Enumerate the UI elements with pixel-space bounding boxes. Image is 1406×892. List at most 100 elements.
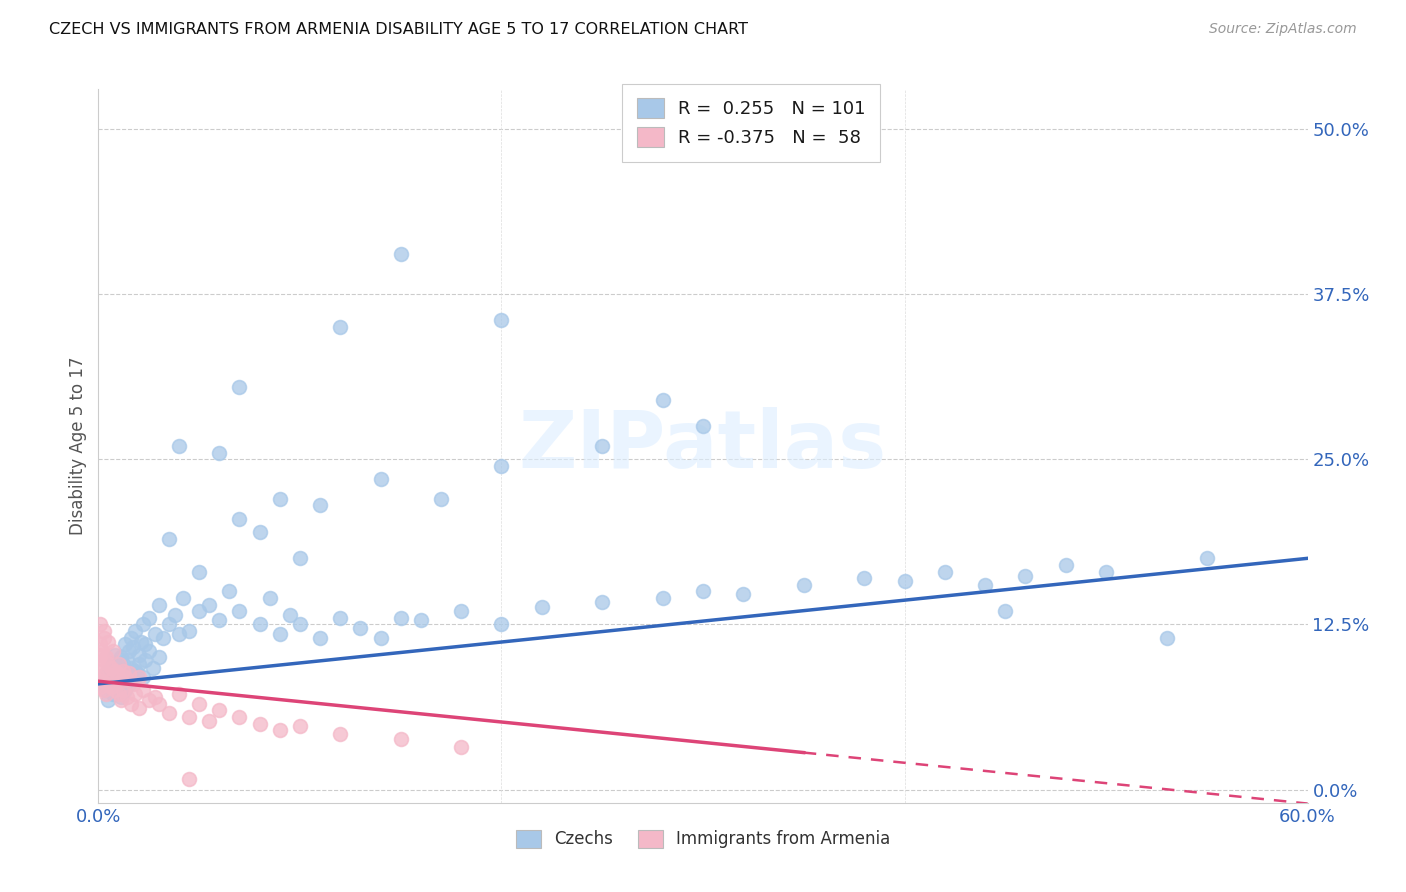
Point [138, 644, 160, 658]
Point [142, 661, 165, 675]
Point [269, 723, 291, 738]
Point [138, 611, 160, 625]
Point [107, 688, 129, 702]
Point [96, 666, 118, 681]
Point [491, 617, 513, 632]
Point [228, 710, 250, 724]
Point [111, 666, 134, 681]
Point [288, 719, 311, 733]
Point [89, 637, 111, 651]
Point [91, 664, 114, 678]
Point [120, 631, 142, 645]
Point [91, 674, 114, 689]
Point [1156, 631, 1178, 645]
Point [228, 604, 250, 618]
Point [198, 598, 221, 612]
Point [269, 626, 291, 640]
Point [120, 697, 142, 711]
Point [148, 598, 170, 612]
Point [114, 683, 136, 698]
Point [114, 670, 136, 684]
Point [132, 617, 155, 632]
Point [134, 637, 156, 651]
Point [89, 680, 111, 694]
Point [134, 653, 156, 667]
Point [530, 600, 553, 615]
Point [450, 604, 472, 618]
Point [389, 247, 412, 261]
Point [692, 584, 714, 599]
Point [934, 565, 956, 579]
Point [97, 677, 120, 691]
Point [692, 419, 714, 434]
Point [100, 670, 122, 684]
Point [409, 614, 432, 628]
Point [994, 604, 1017, 618]
Point [128, 700, 150, 714]
Point [110, 692, 132, 706]
Point [733, 587, 755, 601]
Point [97, 634, 120, 648]
Point [249, 524, 271, 539]
Point [93, 683, 115, 698]
Point [853, 571, 876, 585]
Point [115, 690, 138, 704]
Point [110, 650, 132, 665]
Point [430, 491, 453, 506]
Point [118, 666, 141, 681]
Point [208, 445, 231, 459]
Point [125, 666, 148, 681]
Point [370, 631, 392, 645]
Point [128, 648, 150, 662]
Point [96, 683, 118, 698]
Point [974, 578, 997, 592]
Point [198, 714, 221, 728]
Point [188, 565, 211, 579]
Point [208, 614, 231, 628]
Point [491, 458, 513, 473]
Point [124, 664, 146, 678]
Point [96, 688, 118, 702]
Point [93, 624, 115, 638]
Point [188, 604, 211, 618]
Point [163, 608, 186, 623]
Point [329, 727, 352, 741]
Point [100, 680, 122, 694]
Point [309, 499, 332, 513]
Point [89, 617, 111, 632]
Point [179, 624, 201, 638]
Point [101, 644, 124, 658]
Point [591, 439, 613, 453]
Point [152, 631, 174, 645]
Point [228, 511, 250, 525]
Point [370, 472, 392, 486]
Point [118, 677, 141, 691]
Point [121, 670, 143, 684]
Point [118, 644, 141, 658]
Point [450, 740, 472, 755]
Point [167, 688, 190, 702]
Point [793, 578, 815, 592]
Point [103, 683, 125, 698]
Point [107, 670, 129, 684]
Point [124, 624, 146, 638]
Point [329, 611, 352, 625]
Point [188, 697, 211, 711]
Point [143, 626, 166, 640]
Point [105, 666, 128, 681]
Point [288, 617, 311, 632]
Point [157, 617, 180, 632]
Point [651, 392, 673, 407]
Point [179, 710, 201, 724]
Point [103, 648, 125, 662]
Point [148, 650, 170, 665]
Point [138, 692, 160, 706]
Point [132, 683, 155, 698]
Point [389, 611, 412, 625]
Point [128, 657, 150, 671]
Point [651, 591, 673, 605]
Point [93, 653, 115, 667]
Point [288, 551, 311, 566]
Point [269, 491, 291, 506]
Point [101, 657, 124, 671]
